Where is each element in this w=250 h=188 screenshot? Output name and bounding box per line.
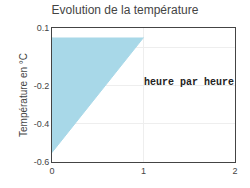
svg-text:2: 2 bbox=[232, 166, 237, 176]
svg-text:-0.4: -0.4 bbox=[34, 119, 50, 129]
svg-text:1: 1 bbox=[141, 166, 146, 176]
svg-text:-0.2: -0.2 bbox=[34, 81, 50, 91]
svg-text:heure par heure: heure par heure bbox=[144, 77, 234, 88]
svg-text:Température en °C: Température en °C bbox=[18, 53, 29, 137]
svg-text:Evolution de la température: Evolution de la température bbox=[52, 3, 199, 17]
svg-text:0.1: 0.1 bbox=[37, 23, 50, 33]
svg-text:-0.6: -0.6 bbox=[34, 157, 50, 167]
svg-text:0: 0 bbox=[49, 166, 54, 176]
